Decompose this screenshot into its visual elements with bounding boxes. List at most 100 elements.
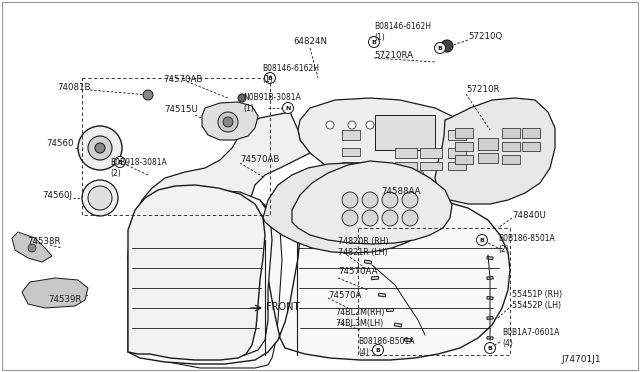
Bar bbox=[395, 148, 417, 158]
Circle shape bbox=[223, 117, 233, 127]
Text: 74560J: 74560J bbox=[42, 192, 72, 201]
Circle shape bbox=[342, 210, 358, 226]
Text: 55451P (RH)
55452P (LH): 55451P (RH) 55452P (LH) bbox=[512, 290, 562, 310]
Circle shape bbox=[362, 192, 378, 208]
Text: 57210Q: 57210Q bbox=[468, 32, 502, 41]
Circle shape bbox=[441, 40, 453, 52]
Bar bbox=[455, 142, 473, 151]
Bar bbox=[420, 162, 442, 170]
Bar bbox=[448, 130, 466, 140]
Bar bbox=[420, 148, 442, 158]
Text: 74820R (RH)
74821R (LH): 74820R (RH) 74821R (LH) bbox=[338, 237, 388, 257]
Text: 74570AB: 74570AB bbox=[240, 155, 280, 164]
Circle shape bbox=[143, 90, 153, 100]
Circle shape bbox=[435, 42, 445, 54]
Bar bbox=[455, 128, 473, 138]
Bar bbox=[448, 148, 466, 158]
Circle shape bbox=[78, 126, 122, 170]
Circle shape bbox=[416, 171, 424, 179]
Circle shape bbox=[402, 210, 418, 226]
Polygon shape bbox=[128, 188, 510, 364]
Text: B: B bbox=[479, 237, 484, 243]
Polygon shape bbox=[263, 163, 432, 253]
Text: B08146-6162H
(1): B08146-6162H (1) bbox=[374, 22, 431, 42]
Text: 74570AA: 74570AA bbox=[338, 267, 378, 276]
Bar bbox=[455, 155, 473, 164]
Circle shape bbox=[82, 180, 118, 216]
Circle shape bbox=[115, 157, 125, 167]
Text: 57210R: 57210R bbox=[466, 86, 499, 94]
Bar bbox=[522, 128, 540, 138]
Text: B: B bbox=[268, 76, 273, 80]
Circle shape bbox=[264, 73, 275, 83]
Polygon shape bbox=[487, 296, 493, 299]
Text: B: B bbox=[488, 346, 492, 350]
Circle shape bbox=[348, 121, 356, 129]
Text: 74840U: 74840U bbox=[512, 211, 546, 219]
Circle shape bbox=[88, 186, 112, 210]
Text: J74701J1: J74701J1 bbox=[561, 356, 600, 365]
Text: N: N bbox=[285, 106, 291, 110]
Polygon shape bbox=[202, 102, 258, 140]
Text: 64824N: 64824N bbox=[293, 38, 327, 46]
Polygon shape bbox=[387, 308, 394, 312]
Text: FRONT: FRONT bbox=[266, 302, 300, 312]
Polygon shape bbox=[12, 232, 52, 262]
Text: B: B bbox=[376, 347, 380, 353]
Polygon shape bbox=[487, 276, 493, 279]
Bar bbox=[342, 130, 360, 140]
Circle shape bbox=[218, 112, 238, 132]
Text: 57210RA: 57210RA bbox=[374, 51, 413, 60]
Bar bbox=[478, 153, 498, 163]
Circle shape bbox=[366, 121, 374, 129]
Polygon shape bbox=[128, 185, 265, 360]
Circle shape bbox=[402, 192, 418, 208]
Circle shape bbox=[342, 192, 358, 208]
Text: 74081B: 74081B bbox=[57, 83, 90, 92]
Text: B0B186-8501A
(2): B0B186-8501A (2) bbox=[498, 234, 555, 254]
Text: B: B bbox=[372, 39, 376, 45]
Text: 74BL2M(RH)
74BL3M(LH): 74BL2M(RH) 74BL3M(LH) bbox=[335, 308, 385, 328]
Circle shape bbox=[282, 103, 294, 113]
Text: 74588AA: 74588AA bbox=[381, 187, 420, 196]
Circle shape bbox=[238, 94, 246, 102]
Polygon shape bbox=[138, 195, 282, 368]
Text: B0B918-3081A
(2): B0B918-3081A (2) bbox=[110, 158, 167, 178]
Bar bbox=[395, 162, 417, 170]
Text: B08146-6162H
(1): B08146-6162H (1) bbox=[262, 64, 319, 84]
Bar bbox=[478, 138, 498, 150]
Circle shape bbox=[382, 210, 398, 226]
Polygon shape bbox=[378, 293, 386, 297]
Text: B: B bbox=[438, 45, 442, 51]
Polygon shape bbox=[487, 337, 493, 339]
Text: B: B bbox=[118, 160, 122, 164]
Text: N0B91B-3081A
(1): N0B91B-3081A (1) bbox=[243, 93, 301, 113]
Polygon shape bbox=[487, 317, 493, 320]
Text: 74570AB: 74570AB bbox=[163, 76, 203, 84]
Polygon shape bbox=[435, 98, 555, 204]
Bar bbox=[448, 162, 466, 170]
Polygon shape bbox=[404, 338, 412, 342]
Text: 74560: 74560 bbox=[46, 138, 74, 148]
Polygon shape bbox=[298, 98, 480, 188]
Circle shape bbox=[326, 121, 334, 129]
Polygon shape bbox=[22, 278, 88, 308]
Circle shape bbox=[95, 143, 105, 153]
Bar bbox=[502, 142, 520, 151]
Circle shape bbox=[369, 36, 380, 48]
Polygon shape bbox=[138, 190, 272, 358]
Text: 74515U: 74515U bbox=[164, 106, 198, 115]
Circle shape bbox=[28, 244, 36, 252]
Polygon shape bbox=[371, 276, 379, 280]
Bar bbox=[502, 155, 520, 164]
Circle shape bbox=[477, 234, 488, 246]
Circle shape bbox=[372, 344, 383, 356]
Circle shape bbox=[362, 210, 378, 226]
Text: 74539R: 74539R bbox=[48, 295, 81, 305]
Polygon shape bbox=[128, 112, 310, 348]
Text: 74538R: 74538R bbox=[27, 237, 61, 247]
Text: 74570A: 74570A bbox=[328, 292, 362, 301]
Polygon shape bbox=[292, 161, 452, 244]
Circle shape bbox=[484, 343, 495, 353]
Bar bbox=[375, 115, 435, 150]
